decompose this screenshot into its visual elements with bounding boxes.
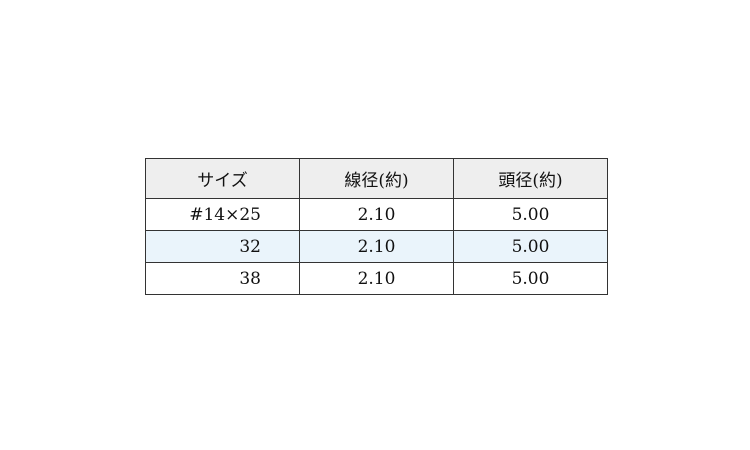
cell-head-diameter: 5.00 <box>453 262 608 295</box>
header-wire-diameter: 線径(約) <box>299 158 454 199</box>
table-row: #14×25 2.10 5.00 <box>145 198 608 231</box>
cell-wire-diameter: 2.10 <box>299 230 454 263</box>
cell-head-diameter: 5.00 <box>453 230 608 263</box>
header-row: サイズ 線径(約) 頭径(約) <box>145 158 608 199</box>
cell-head-diameter: 5.00 <box>453 198 608 231</box>
spec-table: サイズ 線径(約) 頭径(約) #14×25 2.10 5.00 32 2.10… <box>145 158 608 295</box>
cell-size: 38 <box>145 262 300 295</box>
cell-size: 32 <box>145 230 300 263</box>
header-size: サイズ <box>145 158 300 199</box>
cell-size: #14×25 <box>145 198 300 231</box>
table-row: 32 2.10 5.00 <box>145 230 608 263</box>
cell-wire-diameter: 2.10 <box>299 262 454 295</box>
cell-wire-diameter: 2.10 <box>299 198 454 231</box>
table-row: 38 2.10 5.00 <box>145 262 608 295</box>
header-head-diameter: 頭径(約) <box>453 158 608 199</box>
